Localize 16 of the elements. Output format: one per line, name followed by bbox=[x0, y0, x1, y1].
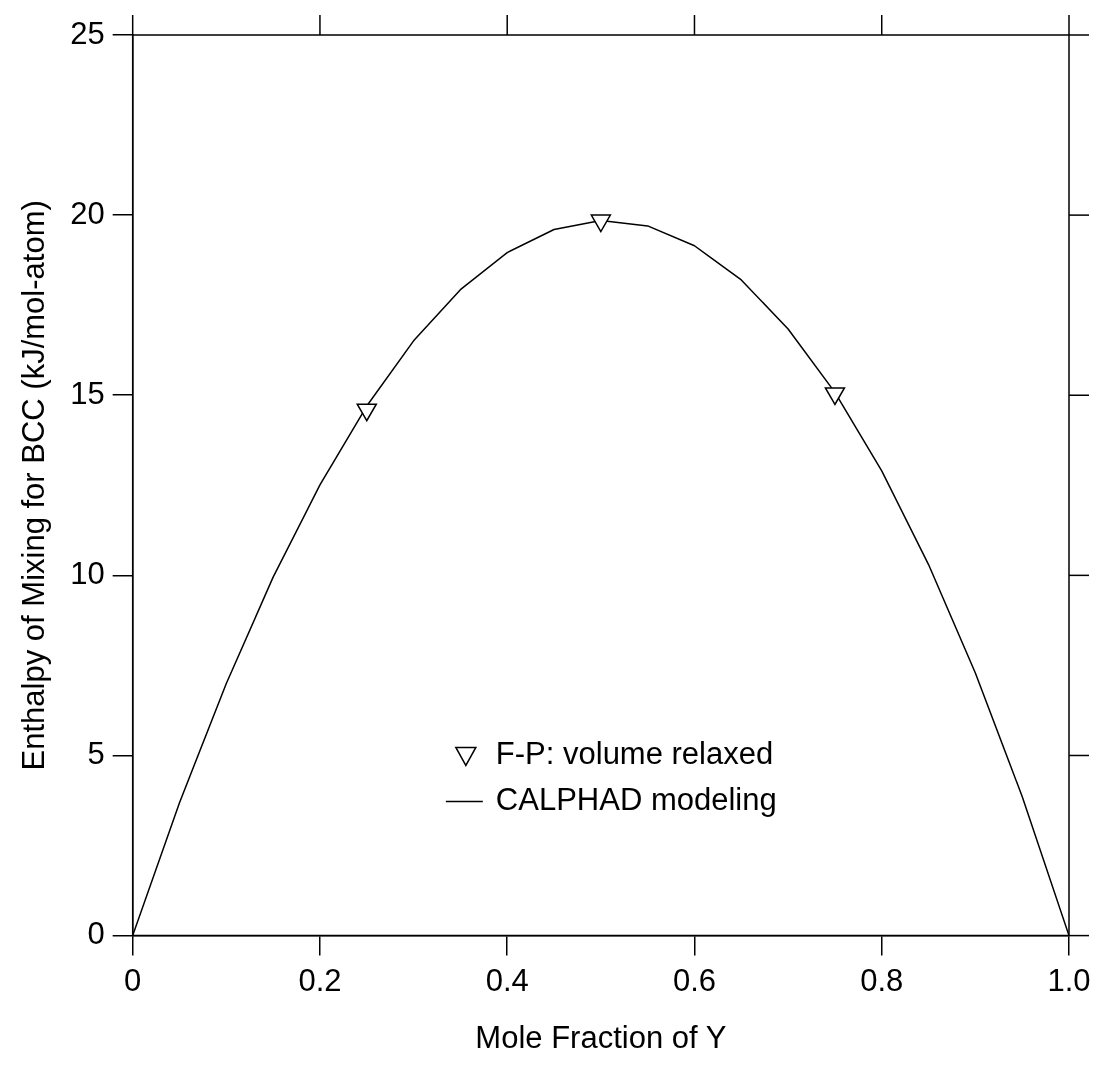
x-tick-label: 0.8 bbox=[860, 962, 904, 998]
y-tick-label: 25 bbox=[70, 15, 105, 51]
legend-label: CALPHAD modeling bbox=[495, 782, 777, 818]
x-tick-label: 1.0 bbox=[1047, 962, 1091, 998]
y-tick-label: 0 bbox=[87, 916, 105, 952]
x-tick-label: 0 bbox=[124, 962, 142, 998]
x-axis-title: Mole Fraction of Y bbox=[475, 1019, 727, 1055]
y-tick-label: 15 bbox=[70, 375, 105, 411]
y-tick-label: 20 bbox=[70, 195, 105, 231]
y-tick-label: 5 bbox=[87, 736, 105, 772]
x-tick-label: 0.4 bbox=[485, 962, 529, 998]
x-tick-label: 0.6 bbox=[672, 962, 717, 998]
y-axis-title: Enthalpy of Mixing for BCC (kJ/mol-atom) bbox=[16, 200, 52, 771]
legend-label: F-P: volume relaxed bbox=[495, 736, 774, 772]
x-tick-label: 0.2 bbox=[298, 962, 342, 998]
y-tick-label: 10 bbox=[70, 555, 105, 591]
